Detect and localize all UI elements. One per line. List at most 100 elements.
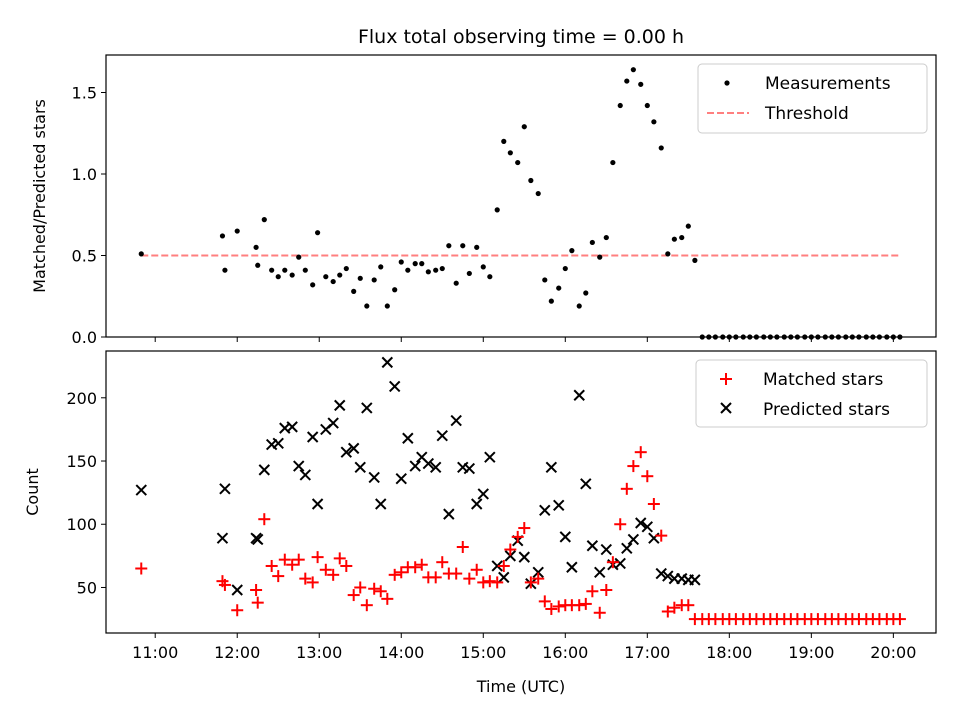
predicted-star-point	[553, 499, 565, 511]
predicted-star-point	[354, 461, 366, 474]
matched-star-point	[333, 552, 346, 565]
predicted-star-point	[293, 460, 305, 472]
top-legend-box	[697, 63, 928, 134]
measurement-point	[310, 282, 316, 288]
bottom-panel: 50 100 150 200 11:00 12:00 13:00 14:00 15:00 16:…	[23, 350, 937, 696]
matched-star-point	[450, 567, 463, 580]
legend-measurements-marker	[724, 80, 730, 86]
measurement-point	[337, 272, 343, 278]
measurement-point	[371, 277, 377, 283]
predicted-star-point	[409, 460, 421, 472]
matched-star-point	[299, 572, 312, 585]
predicted-star-point	[381, 356, 394, 369]
matched-star-point	[668, 601, 681, 614]
matched-star-point	[311, 551, 324, 564]
measurement-point	[364, 303, 370, 309]
measurement-point	[419, 261, 425, 267]
xtick-label: 16:00	[542, 643, 588, 662]
predicted-star-point	[594, 566, 606, 579]
matched-star-point	[655, 529, 668, 542]
measurement-point	[315, 230, 321, 236]
measurement-point	[521, 124, 527, 130]
bottom-ytick-label: 50	[77, 578, 97, 597]
measurement-point	[638, 81, 644, 87]
matched-star-point	[265, 559, 278, 572]
predicted-star-point	[498, 571, 510, 584]
bottom-ytick-label: 200	[66, 389, 97, 408]
matched-star-point	[893, 613, 906, 626]
predicted-star-point	[641, 521, 654, 533]
matched-star-point	[532, 572, 545, 585]
predicted-star-point	[306, 431, 319, 443]
matched-star-point	[388, 568, 401, 581]
predicted-star-point	[566, 561, 578, 573]
measurement-point	[412, 261, 418, 267]
measurement-point	[351, 288, 357, 294]
legend-matched-label: Matched stars	[763, 370, 883, 390]
measurement-point	[460, 243, 466, 249]
predicted-star-point	[388, 380, 401, 393]
predicted-star-point	[491, 560, 503, 572]
predicted-star-point	[532, 566, 544, 579]
matched-star-point	[347, 589, 360, 602]
measurement-point	[617, 102, 623, 109]
measurement-point	[138, 251, 144, 257]
predicted-star-point	[375, 498, 387, 510]
bottom-ytick-label: 150	[66, 452, 97, 471]
top-legend: Measurements Threshold	[697, 63, 928, 134]
matched-star-point	[504, 543, 517, 556]
matched-star-point	[634, 446, 647, 459]
measurement-point	[658, 145, 664, 151]
measurement-point	[548, 298, 554, 304]
measurement-point	[222, 267, 228, 273]
predicted-star-point	[484, 451, 496, 463]
xtick-label: 12:00	[214, 643, 260, 662]
top-panel: 0.0 0.5 1.0 1.5 Matched/Predicted stars Mea…	[30, 54, 937, 347]
measurement-point	[330, 278, 336, 285]
chart-title: Flux total observing time = 0.00 h	[358, 26, 684, 48]
xtick-label: 20:00	[870, 643, 916, 662]
measurement-point	[234, 228, 240, 234]
measurement-point	[323, 274, 329, 280]
predicted-star-point	[600, 543, 613, 556]
measurement-point	[343, 265, 349, 272]
matched-star-point	[368, 582, 381, 595]
matched-star-point	[545, 602, 558, 615]
matched-star-point	[483, 575, 496, 588]
matched-star-point	[661, 605, 674, 618]
measurement-point	[556, 285, 562, 291]
matched-star-point	[381, 592, 394, 605]
matched-star-point	[306, 576, 319, 589]
predicted-star-point	[135, 484, 147, 496]
predicted-star-point	[689, 574, 701, 586]
top-axes-frame	[105, 54, 937, 338]
measurement-point	[630, 67, 636, 73]
bottom-ylabel: Count	[23, 468, 42, 516]
legend-predicted-marker	[720, 402, 732, 414]
matched-star-point	[586, 585, 599, 598]
predicted-star-point	[361, 402, 373, 414]
matched-star-point	[340, 559, 353, 572]
matched-star-point	[218, 578, 231, 591]
measurement-point	[261, 217, 267, 223]
top-ylabel: Matched/Predicted stars	[30, 99, 49, 293]
bottom-legend-box	[695, 359, 928, 428]
measurement-point	[665, 251, 671, 257]
measurement-point	[357, 275, 363, 281]
matched-star-point	[327, 568, 340, 581]
matched-star-point	[647, 498, 660, 511]
xtick-label: 13:00	[296, 643, 342, 662]
predicted-star-point	[539, 504, 551, 517]
predicted-star-point	[573, 389, 585, 401]
predicted-star-point	[299, 469, 312, 481]
matched-star-point	[579, 597, 592, 610]
measurement-point	[439, 265, 445, 272]
bottom-legend: Matched stars Predicted stars	[695, 359, 928, 428]
predicted-star-point	[286, 421, 298, 433]
matched-star-point	[552, 600, 565, 613]
measurement-point	[255, 262, 261, 268]
predicted-star-point	[655, 567, 667, 580]
matched-star-point	[573, 599, 586, 612]
matched-star-point	[319, 563, 332, 576]
matched-star-point	[497, 559, 510, 572]
